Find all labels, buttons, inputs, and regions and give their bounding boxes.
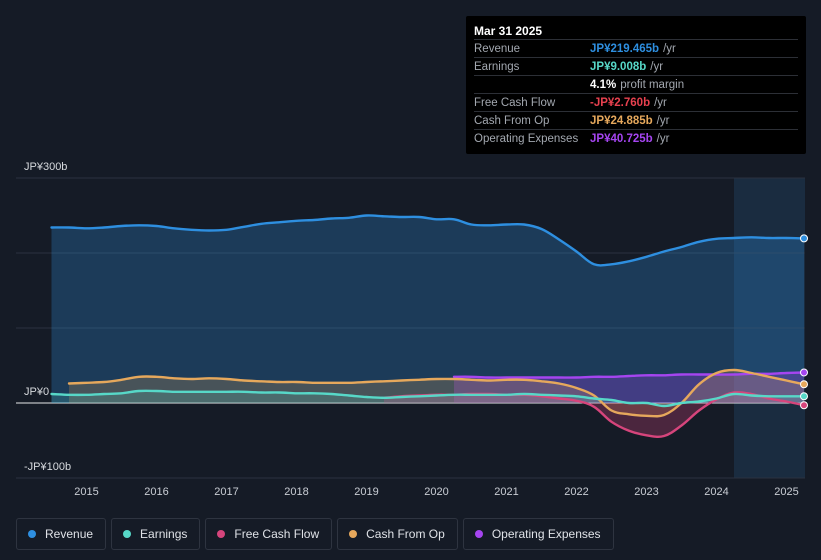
tooltip-row-value: JP¥24.885b — [590, 114, 653, 127]
legend-item[interactable]: Revenue — [16, 518, 107, 550]
tooltip-row: Operating Expenses JP¥40.725b/yr — [474, 129, 798, 147]
tooltip-row: Cash From Op JP¥24.885b/yr — [474, 111, 798, 129]
opex-line — [452, 371, 806, 379]
tooltip-date: Mar 31 2025 — [474, 24, 543, 38]
tooltip-row-value: -JP¥2.760b — [590, 96, 651, 109]
tooltip-row-label: Free Cash Flow — [474, 96, 556, 109]
x-tick-label: 2020 — [424, 486, 448, 498]
legend-dot-icon — [123, 530, 132, 538]
legend-dot-icon — [349, 530, 358, 538]
y-tick-label: JP¥300b — [24, 161, 67, 173]
earnings-line — [50, 389, 806, 408]
x-tick-label: 2019 — [354, 486, 378, 498]
tooltip-row-unit: /yr — [663, 42, 676, 55]
tooltip-row-unit: /yr — [656, 132, 670, 145]
tooltip-row-unit: /yr — [650, 60, 664, 73]
revenue-line — [50, 214, 806, 267]
revenue-endpoint — [800, 234, 808, 243]
tooltip-panel: Mar 31 2025 Revenue JP¥219.465b/yr Earning… — [466, 16, 806, 154]
tooltip-row-value: JP¥219.465b — [590, 42, 660, 55]
revenue-area — [51, 215, 804, 403]
fcf-endpoint — [800, 401, 808, 410]
opex-endpoint — [800, 368, 808, 377]
fcf-area — [384, 392, 804, 437]
tooltip-row-label: Operating Expenses — [474, 132, 579, 145]
legend-dot-icon — [474, 530, 483, 538]
tooltip-row-unit: /yr — [656, 114, 670, 127]
y-tick-label: JP¥0 — [24, 386, 49, 398]
legend-label: Operating Expenses — [491, 527, 601, 541]
x-tick-label: 2023 — [634, 486, 658, 498]
tooltip-row: Revenue JP¥219.465b/yr — [474, 39, 798, 57]
tooltip-row: Earnings JP¥9.008b/yr — [474, 57, 798, 75]
legend-label: Cash From Op — [366, 527, 445, 541]
x-tick-label: 2015 — [74, 486, 98, 498]
tooltip-row-value: 4.1% — [590, 78, 617, 91]
x-tick-label: 2024 — [704, 486, 728, 498]
legend-label: Revenue — [45, 527, 94, 541]
legend: Revenue Earnings Free Cash Flow Cash From O… — [16, 518, 614, 550]
tooltip-row-unit: /yr — [654, 96, 667, 109]
tooltip-rows: Revenue JP¥219.465b/yr Earnings JP¥9.008b/y… — [474, 39, 798, 147]
x-tick-label: 2016 — [144, 486, 168, 498]
tooltip-row-label: Cash From Op — [474, 114, 550, 127]
tooltip-row-label: Earnings — [474, 60, 520, 73]
x-tick-label: 2017 — [214, 486, 238, 498]
earnings-area — [51, 390, 804, 406]
tooltip-row-label: Revenue — [474, 42, 521, 55]
x-tick-label: 2021 — [494, 486, 518, 498]
tooltip-row-value: JP¥40.725b — [590, 132, 653, 145]
legend-item[interactable]: Cash From Op — [337, 518, 458, 550]
tooltip-row: Free Cash Flow -JP¥2.760b/yr — [474, 93, 798, 111]
series-endpoints — [800, 234, 808, 410]
earnings-endpoint — [800, 392, 808, 401]
legend-dot-icon — [217, 530, 226, 538]
legend-label: Free Cash Flow — [234, 527, 320, 541]
legend-dot-icon — [28, 530, 36, 538]
tooltip-row: 4.1% profit margin — [474, 75, 798, 93]
y-tick-label: -JP¥100b — [24, 461, 71, 473]
x-tick-label: 2025 — [774, 486, 798, 498]
series-areas — [51, 215, 804, 437]
legend-item[interactable]: Free Cash Flow — [205, 518, 333, 550]
cfo-endpoint — [800, 380, 808, 389]
y-axis-labels: JP¥300b JP¥0 -JP¥100b — [24, 161, 71, 473]
tooltip-row-unit: profit margin — [620, 78, 685, 91]
x-axis-labels: 2015 2016 2017 2018 2019 2020 2021 2022 2023 2024… — [74, 486, 798, 498]
legend-item[interactable]: Operating Expenses — [462, 518, 614, 550]
tooltip-row-value: JP¥9.008b — [590, 60, 647, 73]
legend-label: Earnings — [140, 527, 188, 541]
gridlines — [16, 177, 805, 479]
x-tick-label: 2018 — [284, 486, 308, 498]
legend-item[interactable]: Earnings — [111, 518, 201, 550]
x-tick-label: 2022 — [564, 486, 588, 498]
series-lines — [50, 214, 806, 439]
